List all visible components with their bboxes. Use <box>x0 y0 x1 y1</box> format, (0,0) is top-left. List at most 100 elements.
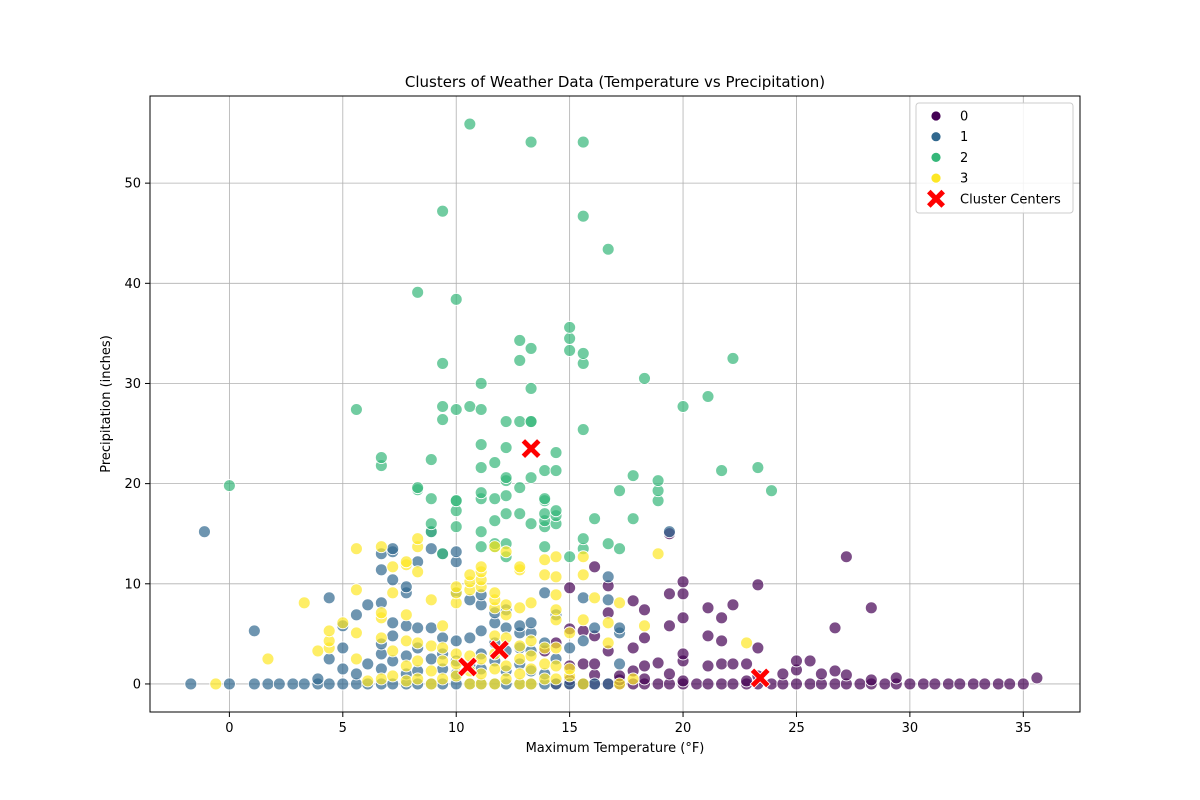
data-point-cluster-3 <box>399 608 413 622</box>
data-point-cluster-1 <box>322 591 336 605</box>
data-point-cluster-3 <box>424 593 438 607</box>
data-point-cluster-3 <box>538 641 552 655</box>
data-point-cluster-1 <box>424 652 438 666</box>
data-point-cluster-0 <box>991 677 1005 691</box>
data-point-cluster-2 <box>626 469 640 483</box>
data-point-cluster-1 <box>386 616 400 630</box>
legend-marker-cluster-centers <box>927 189 945 208</box>
data-point-cluster-2 <box>449 520 463 534</box>
data-point-cluster-3 <box>513 639 527 653</box>
data-point-cluster-2 <box>449 494 463 508</box>
data-point-cluster-1 <box>349 608 363 622</box>
data-point-cluster-2 <box>626 512 640 526</box>
data-point-cluster-0 <box>662 587 676 601</box>
data-point-cluster-3 <box>261 652 275 666</box>
data-point-cluster-2 <box>499 441 513 455</box>
data-point-cluster-3 <box>488 662 502 676</box>
data-point-cluster-0 <box>839 550 853 564</box>
data-point-cluster-3 <box>626 672 640 686</box>
data-point-cluster-3 <box>374 540 388 554</box>
data-point-cluster-0 <box>715 611 729 625</box>
data-point-cluster-1 <box>374 563 388 577</box>
data-point-cluster-2 <box>638 372 651 385</box>
data-point-cluster-3 <box>549 603 563 617</box>
data-point-cluster-0 <box>1030 671 1044 685</box>
y-tick-label: 40 <box>124 277 141 292</box>
data-point-cluster-0 <box>626 641 640 655</box>
data-point-cluster-3 <box>576 677 590 691</box>
data-point-cluster-1 <box>336 641 350 655</box>
data-point-cluster-2 <box>499 489 513 503</box>
data-point-cluster-1 <box>601 677 615 691</box>
x-tick-label: 15 <box>561 721 578 736</box>
data-point-cluster-1 <box>386 542 400 556</box>
data-point-cluster-2 <box>474 377 488 390</box>
legend-marker-cluster-1 <box>930 131 942 143</box>
data-point-cluster-3 <box>488 677 502 691</box>
data-point-cluster-3 <box>411 636 425 650</box>
cluster-centers <box>456 438 771 689</box>
data-point-cluster-0 <box>903 677 917 691</box>
data-point-cluster-3 <box>436 641 450 655</box>
data-point-cluster-2 <box>513 481 527 495</box>
data-point-cluster-2 <box>538 540 552 554</box>
data-point-cluster-2 <box>576 135 590 149</box>
data-point-cluster-0 <box>864 601 878 615</box>
data-point-cluster-2 <box>474 540 488 554</box>
data-point-cluster-2 <box>488 492 502 506</box>
data-point-cluster-0 <box>638 672 651 686</box>
data-point-cluster-1 <box>463 631 477 645</box>
data-point-cluster-0 <box>563 581 577 595</box>
data-point-cluster-1 <box>386 573 400 587</box>
data-point-cluster-0 <box>828 621 842 635</box>
data-point-cluster-1 <box>286 677 300 691</box>
data-point-cluster-0 <box>814 667 828 681</box>
data-point-cluster-3 <box>424 677 438 691</box>
data-point-cluster-3 <box>436 619 450 633</box>
data-points <box>184 117 1044 691</box>
data-point-cluster-0 <box>676 647 690 661</box>
data-point-cluster-3 <box>549 641 563 655</box>
data-point-cluster-0 <box>626 594 640 608</box>
data-point-cluster-0 <box>751 641 765 655</box>
x-axis-label: Maximum Temperature (°F) <box>526 741 705 756</box>
legend-marker-cluster-2 <box>930 151 942 163</box>
data-point-cluster-1 <box>563 641 577 655</box>
data-point-cluster-2 <box>463 400 477 413</box>
data-point-cluster-0 <box>690 677 704 691</box>
data-point-cluster-1 <box>197 525 211 539</box>
data-point-cluster-2 <box>524 415 538 428</box>
data-point-cluster-3 <box>336 616 350 630</box>
data-point-cluster-0 <box>790 677 803 691</box>
data-point-cluster-3 <box>322 624 336 638</box>
x-tick-label: 35 <box>1015 721 1032 736</box>
y-axis-label: Precipitation (inches) <box>99 335 114 473</box>
legend-label-cluster-2: 2 <box>960 151 968 166</box>
data-point-cluster-2 <box>549 446 563 460</box>
data-point-cluster-2 <box>538 507 552 521</box>
data-point-cluster-3 <box>449 580 463 594</box>
data-point-cluster-3 <box>361 674 375 688</box>
data-point-cluster-3 <box>474 560 488 574</box>
legend-box <box>915 102 1074 214</box>
legend-label-cluster-1: 1 <box>960 130 968 145</box>
data-point-cluster-3 <box>499 545 513 559</box>
data-point-cluster-0 <box>803 654 817 668</box>
data-point-cluster-1 <box>297 677 311 691</box>
data-point-cluster-3 <box>424 639 438 653</box>
legend-marker-cluster-3 <box>930 172 942 184</box>
data-point-cluster-3 <box>436 654 450 668</box>
data-point-cluster-2 <box>513 353 527 367</box>
data-point-cluster-1 <box>261 677 275 691</box>
data-point-cluster-3 <box>524 634 538 648</box>
data-point-cluster-3 <box>349 626 363 640</box>
data-point-cluster-3 <box>474 652 488 666</box>
data-point-cluster-2 <box>576 532 590 546</box>
data-point-cluster-0 <box>853 677 867 691</box>
data-point-cluster-1 <box>247 624 261 638</box>
data-point-cluster-0 <box>701 601 715 615</box>
data-point-cluster-2 <box>411 481 425 495</box>
data-point-cluster-3 <box>411 672 425 686</box>
data-point-cluster-0 <box>864 673 878 687</box>
